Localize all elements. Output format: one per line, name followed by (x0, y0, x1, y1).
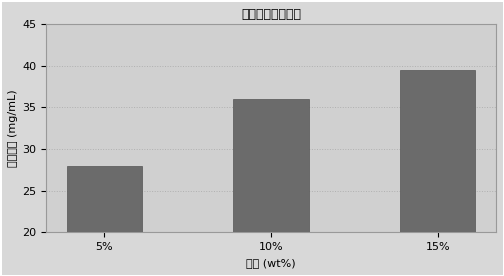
Y-axis label: 結合体量 (mg/mL): 結合体量 (mg/mL) (9, 89, 18, 167)
Bar (400, 70, 475, 232)
Bar (67, 166, 142, 232)
Bar (233, 99, 308, 232)
X-axis label: 濃度 (wt%): 濃度 (wt%) (246, 258, 296, 268)
Title: トレハロース濃度: トレハロース濃度 (241, 8, 301, 21)
